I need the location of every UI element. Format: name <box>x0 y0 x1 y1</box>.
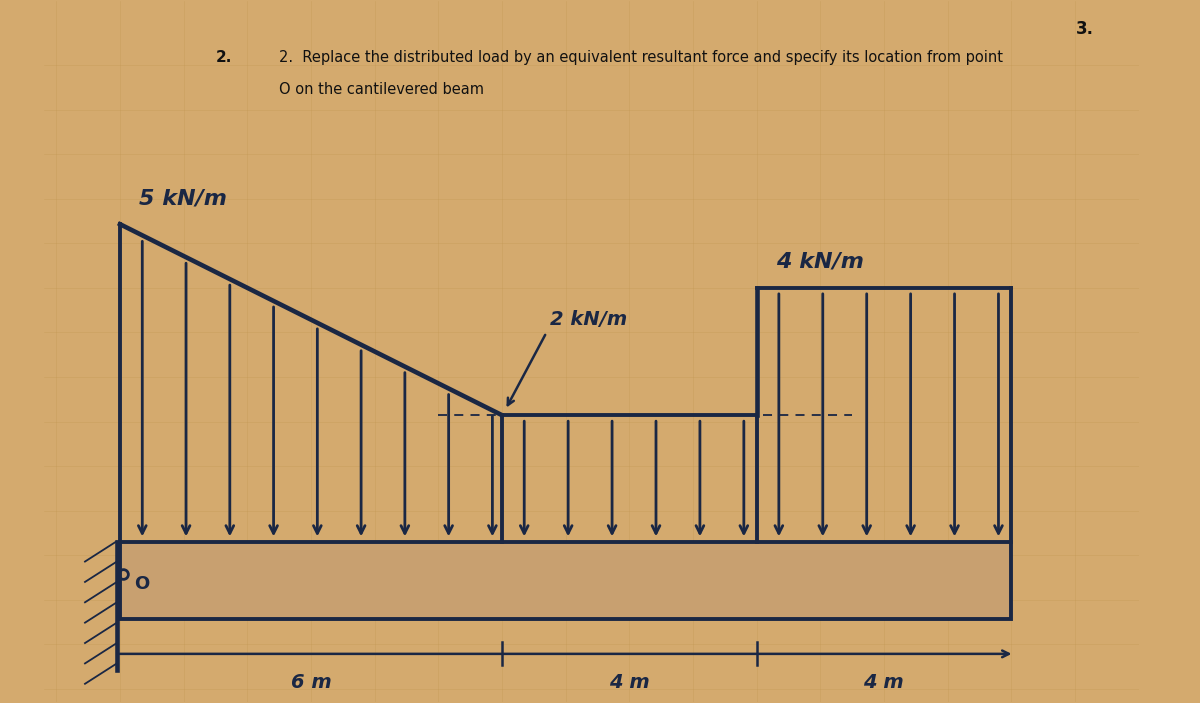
Text: 3.: 3. <box>1076 20 1094 39</box>
Text: 4 kN/m: 4 kN/m <box>775 252 864 272</box>
Text: 4 m: 4 m <box>864 673 905 692</box>
Text: 2.  Replace the distributed load by an equivalent resultant force and specify it: 2. Replace the distributed load by an eq… <box>280 50 1003 65</box>
Text: 4 m: 4 m <box>608 673 649 692</box>
Bar <box>120 543 1012 619</box>
Text: 2 kN/m: 2 kN/m <box>550 310 626 329</box>
Text: 5 kN/m: 5 kN/m <box>139 188 227 208</box>
Text: O on the cantilevered beam: O on the cantilevered beam <box>280 82 484 97</box>
Text: O: O <box>134 575 149 593</box>
Text: 2.: 2. <box>216 50 232 65</box>
Text: 6 m: 6 m <box>290 673 331 692</box>
